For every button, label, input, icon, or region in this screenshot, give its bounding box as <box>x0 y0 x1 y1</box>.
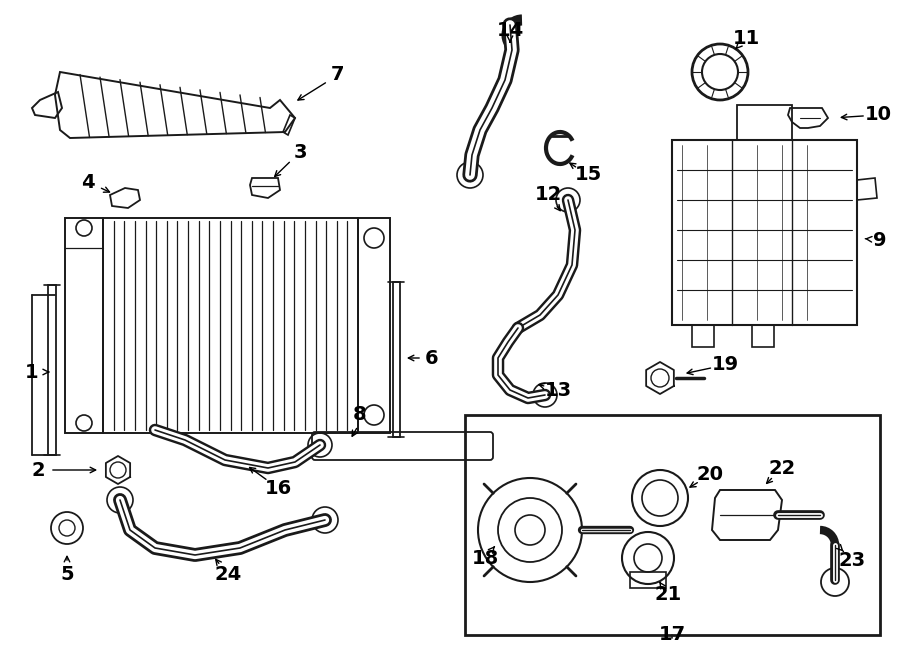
Text: 1: 1 <box>25 362 39 381</box>
Text: 4: 4 <box>81 173 94 192</box>
Bar <box>692 325 714 347</box>
Text: 5: 5 <box>60 566 74 584</box>
Text: 2: 2 <box>32 461 45 479</box>
Text: 20: 20 <box>697 465 724 485</box>
Text: 19: 19 <box>711 356 739 375</box>
Text: 13: 13 <box>544 381 572 399</box>
Text: 15: 15 <box>574 165 601 184</box>
Bar <box>393 282 400 437</box>
Bar <box>737 105 792 140</box>
Bar <box>465 415 880 635</box>
Text: 7: 7 <box>331 65 345 85</box>
Text: 12: 12 <box>535 186 562 204</box>
Text: 23: 23 <box>839 551 866 570</box>
Bar <box>672 140 857 325</box>
Text: 17: 17 <box>659 625 686 644</box>
Text: 9: 9 <box>873 231 886 249</box>
Text: 6: 6 <box>425 348 439 368</box>
Text: 18: 18 <box>472 549 499 568</box>
Text: 10: 10 <box>865 106 892 124</box>
Text: 21: 21 <box>654 586 681 605</box>
Bar <box>48 285 56 455</box>
Text: 11: 11 <box>733 28 760 48</box>
Text: 24: 24 <box>214 566 241 584</box>
Text: 8: 8 <box>353 405 367 424</box>
Bar <box>630 572 666 588</box>
Text: 22: 22 <box>769 459 796 477</box>
Text: 14: 14 <box>497 20 524 40</box>
Text: 3: 3 <box>293 143 307 161</box>
Bar <box>103 218 358 433</box>
Bar <box>752 325 774 347</box>
Text: 16: 16 <box>265 479 292 498</box>
Bar <box>358 218 390 433</box>
Bar <box>65 218 103 433</box>
